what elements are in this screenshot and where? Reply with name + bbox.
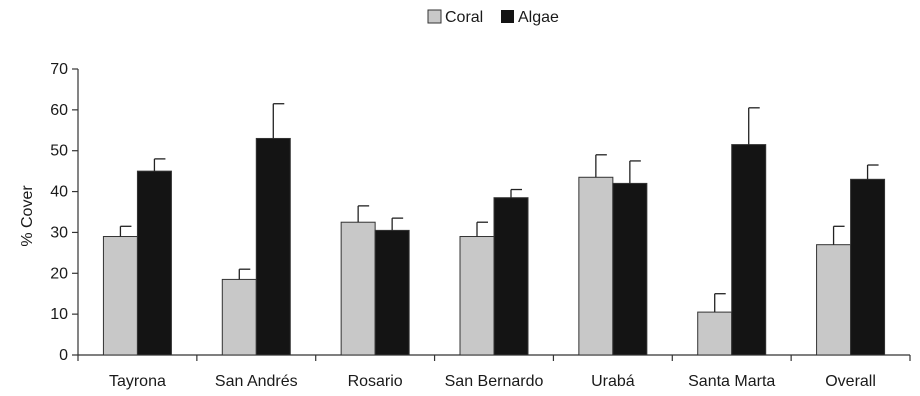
bar-coral bbox=[221, 278, 257, 356]
legend-label-coral: Coral bbox=[445, 9, 483, 26]
legend-swatch-coral bbox=[427, 9, 442, 24]
bar-algae bbox=[255, 137, 291, 356]
y-tick-label: 0 bbox=[59, 347, 68, 364]
y-tick-label: 50 bbox=[50, 143, 68, 160]
bars bbox=[102, 137, 886, 356]
y-tick-label: 60 bbox=[50, 102, 68, 119]
error-bars bbox=[119, 103, 879, 313]
bar-coral bbox=[459, 236, 495, 356]
bar-algae bbox=[136, 170, 172, 356]
bar-coral bbox=[697, 311, 733, 356]
bar-coral bbox=[816, 244, 852, 356]
bar-algae bbox=[612, 182, 648, 356]
y-tick-label: 40 bbox=[50, 184, 68, 201]
bar-algae bbox=[731, 144, 767, 356]
bar-algae bbox=[850, 178, 886, 356]
bar-coral bbox=[340, 221, 376, 356]
y-axis: 0 10 20 30 40 50 60 70 bbox=[50, 61, 79, 364]
x-category-label: San Andrés bbox=[215, 373, 298, 390]
legend: Coral Algae bbox=[427, 9, 559, 26]
y-tick-label: 10 bbox=[50, 306, 68, 323]
bar-algae bbox=[374, 229, 410, 356]
y-tick-label: 30 bbox=[50, 224, 68, 241]
y-axis-title: % Cover bbox=[19, 185, 36, 247]
x-category-label: San Bernardo bbox=[445, 373, 544, 390]
x-category-label: Santa Marta bbox=[688, 373, 775, 390]
x-category-label: Tayrona bbox=[109, 373, 166, 390]
y-tick-label: 20 bbox=[50, 265, 68, 282]
legend-swatch-algae bbox=[501, 10, 514, 23]
x-category-label: Overall bbox=[825, 373, 876, 390]
bar-coral bbox=[578, 176, 614, 356]
x-category-label: Rosario bbox=[348, 373, 403, 390]
x-category-label: Urabá bbox=[591, 373, 635, 390]
x-axis: Tayrona San Andrés Rosario San Bernardo Urab… bbox=[77, 354, 911, 390]
bar-algae bbox=[493, 197, 529, 356]
legend-label-algae: Algae bbox=[518, 9, 559, 26]
bar-coral bbox=[102, 236, 138, 356]
y-tick-label: 70 bbox=[50, 61, 68, 78]
